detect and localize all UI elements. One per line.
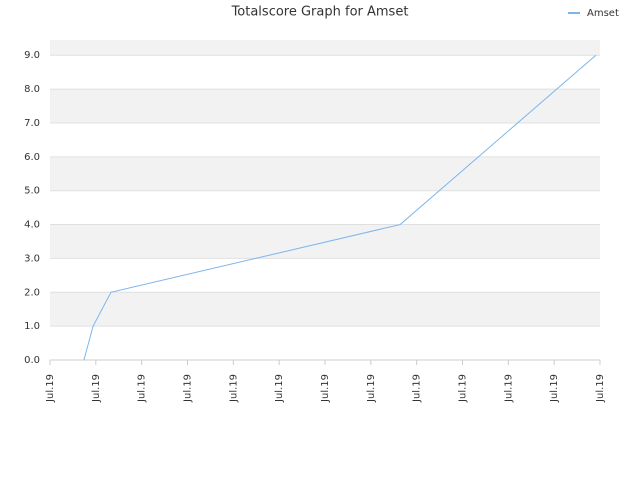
x-tick-label: Jul.19	[549, 374, 560, 403]
y-tick-label: 3.0	[24, 253, 40, 264]
x-tick-label: Jul.19	[274, 374, 285, 403]
x-tick-label: Jul.19	[91, 374, 102, 403]
y-tick-label: 7.0	[24, 118, 40, 129]
x-tick-label: Jul.19	[137, 374, 148, 403]
grid-band	[50, 258, 600, 293]
x-tick-label: Jul.19	[412, 374, 423, 403]
x-tick-label: Jul.19	[228, 374, 239, 403]
y-tick-label: 2.0	[24, 287, 40, 298]
y-tick-label: 1.0	[24, 321, 40, 332]
y-tick-label: 5.0	[24, 186, 40, 197]
x-tick-label: Jul.19	[503, 374, 514, 403]
y-tick-label: 0.0	[24, 355, 40, 366]
x-tick-label: Jul.19	[458, 374, 469, 403]
x-tick-label: Jul.19	[45, 374, 56, 403]
y-tick-label: 8.0	[24, 84, 40, 95]
y-tick-label: 6.0	[24, 152, 40, 163]
y-tick-label: 9.0	[24, 50, 40, 61]
grid-band	[50, 326, 600, 360]
grid-band	[50, 55, 600, 90]
x-tick-label: Jul.19	[183, 374, 194, 403]
series-line	[83, 54, 597, 361]
x-tick-label: Jul.19	[366, 374, 377, 403]
chart-title: Totalscore Graph for Amset	[231, 5, 409, 20]
grid-band	[50, 190, 600, 225]
x-tick-label: Jul.19	[595, 374, 606, 403]
y-tick-label: 4.0	[24, 220, 40, 231]
x-tick-label: Jul.19	[320, 374, 331, 403]
grid-band	[50, 122, 600, 157]
legend-label: Amset	[587, 8, 619, 19]
